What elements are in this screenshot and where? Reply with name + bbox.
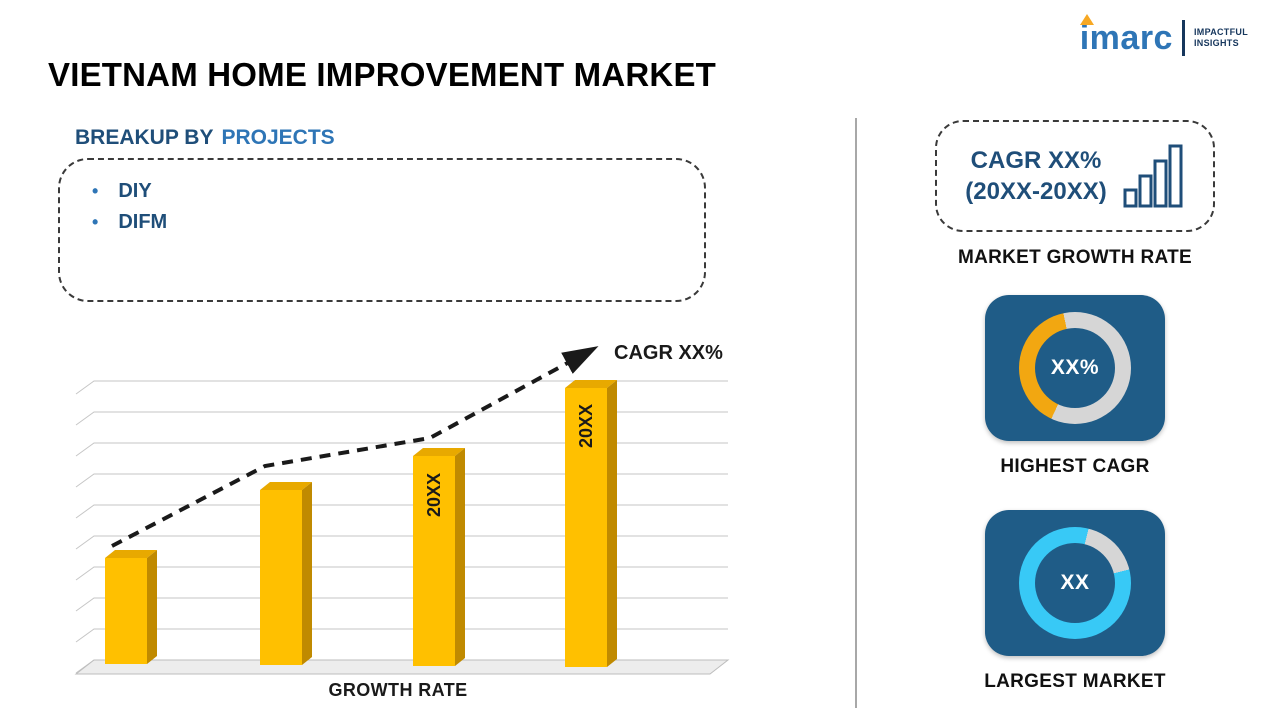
logo-tagline: IMPACTFUL INSIGHTS: [1194, 27, 1248, 49]
growth-bar-chart: 20XX 20XX CAGR XX%: [58, 333, 738, 705]
logo-separator: [1181, 20, 1185, 56]
bar-chart-svg: 20XX 20XX CAGR XX%: [74, 342, 730, 675]
bar-1: [105, 550, 157, 664]
bar-label: 20XX: [424, 473, 444, 517]
cagr-card: CAGR XX% (20XX-20XX): [935, 120, 1215, 232]
highest-cagr-value: XX%: [1050, 356, 1100, 379]
logo-brand-text: imarc: [1079, 19, 1173, 57]
bar-3: 20XX: [413, 448, 465, 666]
largest-market-donut-chart: XX: [1019, 527, 1131, 639]
highest-cagr-caption: HIGHEST CAGR: [1000, 456, 1150, 477]
largest-market-caption: LARGEST MARKET: [984, 671, 1166, 692]
breakup-box: • DIY • DIFM: [58, 158, 706, 302]
list-item: • DIY: [92, 176, 704, 207]
cagr-annotation: CAGR XX%: [614, 342, 723, 364]
breakup-heading: BREAKUP BY PROJECTS: [75, 126, 335, 150]
right-panel: CAGR XX% (20XX-20XX) MARKET GROWTH RATE …: [933, 120, 1217, 693]
bullet-icon: •: [92, 181, 99, 201]
chart-x-axis-label: GROWTH RATE: [328, 680, 468, 700]
breakup-item-label: DIFM: [118, 211, 168, 233]
largest-market-tile: XX: [985, 510, 1165, 656]
logo-tagline-line1: IMPACTFUL: [1193, 27, 1248, 37]
bar-4: 20XX: [565, 380, 617, 667]
market-growth-rate-caption: MARKET GROWTH RATE: [957, 247, 1193, 268]
cagr-card-text: CAGR XX% (20XX-20XX): [965, 145, 1106, 207]
list-item: • DIFM: [92, 207, 704, 238]
bar-2: [260, 482, 312, 665]
cagr-card-line1: CAGR XX%: [970, 147, 1102, 174]
ascending-bar-chart-icon: [1123, 144, 1183, 208]
donut-hole: XX%: [1035, 328, 1115, 408]
trend-arrow: [111, 346, 599, 548]
page-title: VIETNAM HOME IMPROVEMENT MARKET: [48, 56, 717, 93]
imarc-logo: imarc IMPACTFUL INSIGHTS: [1079, 14, 1248, 57]
logo-triangle-icon: [1079, 14, 1094, 25]
section-divider: [855, 118, 857, 708]
breakup-heading-highlight: PROJECTS: [221, 126, 335, 149]
bar-label: 20XX: [576, 404, 596, 448]
chart-gridlines: [75, 380, 728, 674]
breakup-item-label: DIY: [118, 180, 152, 202]
highest-cagr-donut-chart: XX%: [1019, 312, 1131, 424]
logo-tagline-line2: INSIGHTS: [1193, 38, 1239, 48]
highest-cagr-tile: XX%: [985, 295, 1165, 441]
bullet-icon: •: [92, 212, 99, 232]
breakup-list: • DIY • DIFM: [60, 160, 704, 238]
donut-hole: XX: [1035, 543, 1115, 623]
cagr-card-line2: (20XX-20XX): [965, 178, 1107, 205]
chart-floor: [74, 659, 730, 675]
breakup-heading-prefix: BREAKUP BY: [75, 126, 214, 149]
logo-brand: imarc: [1079, 14, 1173, 57]
largest-market-value: XX: [1060, 571, 1090, 594]
